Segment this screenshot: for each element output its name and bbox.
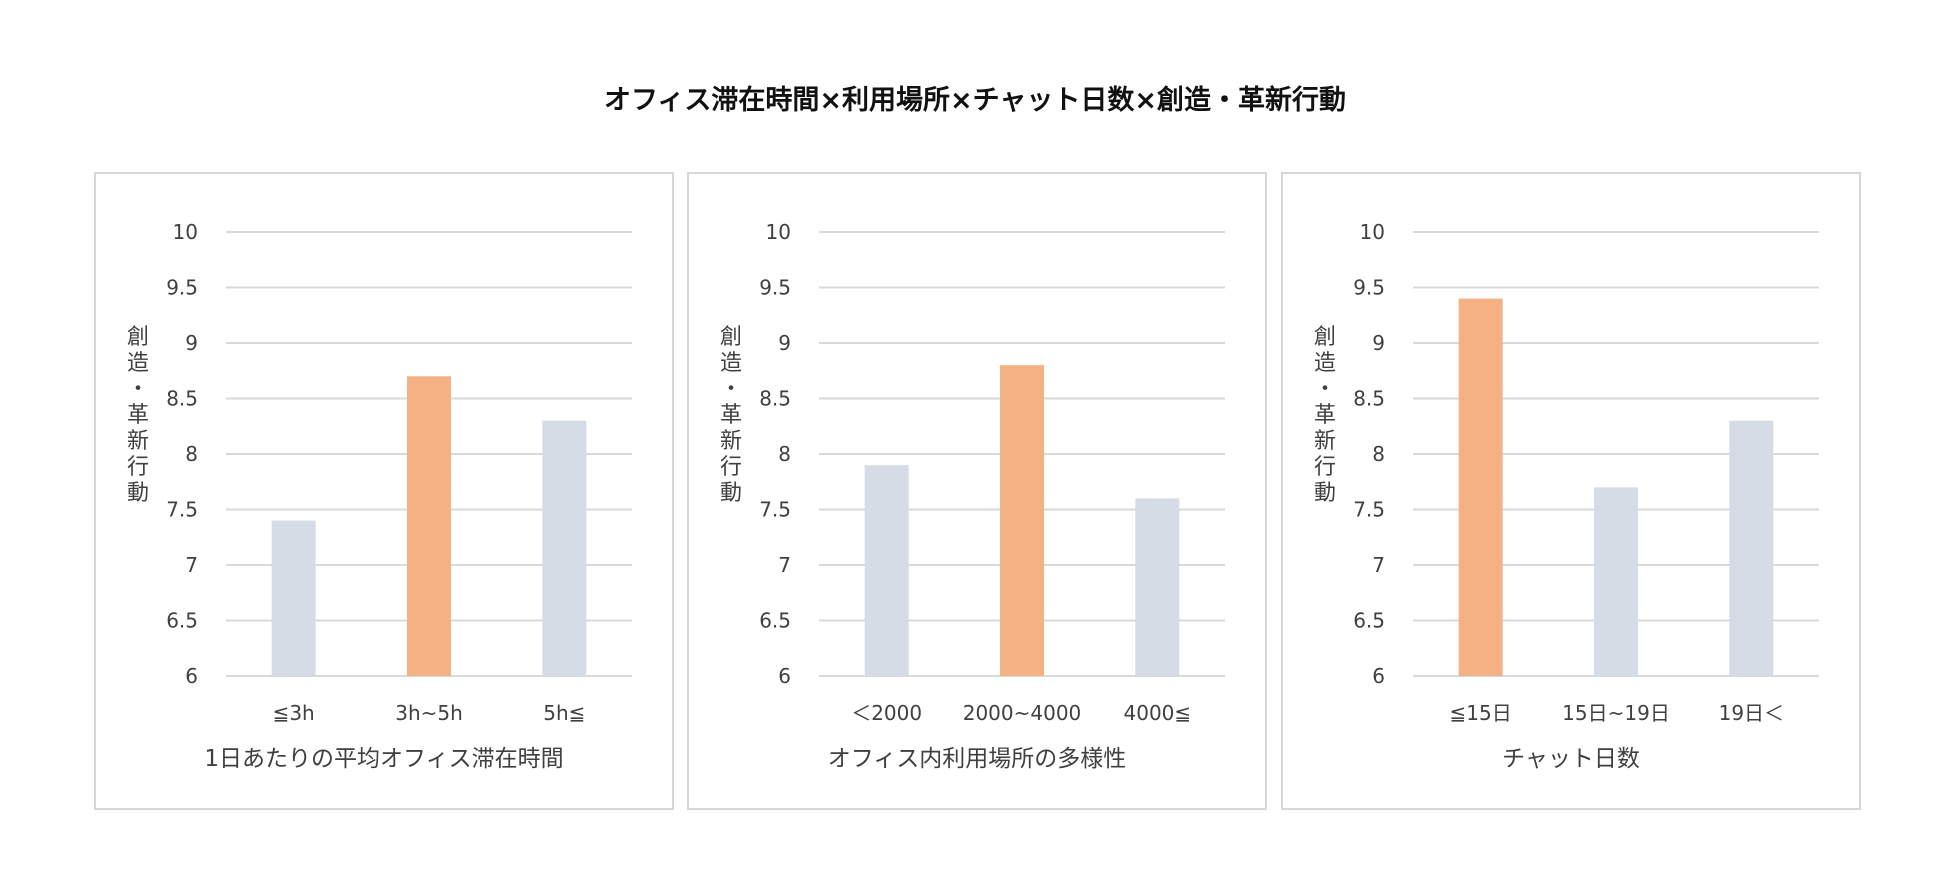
y-tick-label: 8 [1372,442,1385,466]
y-tick-label: 7 [1372,553,1385,577]
y-axis-label: 創造・革新行動 [1314,325,1336,506]
y-tick-label: 6.5 [759,609,791,633]
y-axis-label: 創造・革新行動 [720,325,742,506]
y-axis-label: 創造・革新行動 [127,325,149,506]
y-tick-label: 10 [766,220,791,244]
y-tick-label: 10 [1360,220,1385,244]
y-tick-label: 8.5 [759,387,791,411]
y-tick-label: 9 [1372,331,1385,355]
x-tick-label: 5h≦ [543,701,585,725]
x-tick-label: 19日＜ [1719,701,1784,725]
y-tick-label: 8 [778,442,791,466]
chart-panel-office-hours: 6 6.5 7 7.5 8 8.5 9 9.5 10 ≦3h 3h~5h 5h≦ 1日あたりの平均オフィ… [94,172,674,810]
bar [864,465,909,676]
y-tick-label: 8.5 [1353,387,1385,411]
bar [1458,298,1503,676]
x-axis-label: チャット日数 [1502,746,1640,772]
y-tick-label: 6 [1372,664,1385,688]
y-tick-label: 8.5 [166,387,198,411]
y-tick-label: 9.5 [166,276,198,300]
y-tick-label: 7 [185,553,198,577]
y-tick-label: 9.5 [1353,276,1385,300]
bar [542,420,587,676]
x-axis-label: オフィス内利用場所の多様性 [828,746,1127,772]
bar [1729,420,1774,676]
y-tick-label: 6.5 [166,609,198,633]
x-tick-label: 2000~4000 [963,701,1082,725]
bar [271,520,316,676]
x-tick-label: 3h~5h [395,701,463,725]
chart-panel-location-diversity: 6 6.5 7 7.5 8 8.5 9 9.5 10 ＜2000 2000~4000 4000≦ オフィ… [687,172,1267,810]
y-tick-label: 8 [185,442,198,466]
y-tick-label: 9 [185,331,198,355]
x-tick-label: ≦3h [273,701,315,725]
x-axis-label: 1日あたりの平均オフィス滞在時間 [204,746,563,772]
y-tick-label: 9.5 [759,276,791,300]
x-tick-label: ≦15日 [1450,701,1512,725]
bar [1594,487,1638,676]
y-tick-label: 7 [778,553,791,577]
chart-panel-chat-days: 6 6.5 7 7.5 8 8.5 9 9.5 10 ≦15日 15日~19日 19日＜ チャット日数 創… [1281,172,1861,810]
main-title: オフィス滞在時間×利用場所×チャット日数×創造・革新行動 [603,85,1347,116]
bar [407,376,451,676]
y-tick-label: 10 [173,220,198,244]
y-tick-label: 6.5 [1353,609,1385,633]
y-tick-label: 7.5 [1353,498,1385,522]
chart-chat-days: 6 6.5 7 7.5 8 8.5 9 9.5 10 ≦15日 15日~19日 19日＜ チャット日数 創… [1314,220,1819,772]
bar [1135,498,1180,676]
x-tick-label: ＜2000 [851,701,922,725]
x-tick-label: 15日~19日 [1562,701,1670,725]
y-tick-label: 7.5 [166,498,198,522]
y-tick-label: 7.5 [759,498,791,522]
bar [1000,365,1044,676]
x-tick-label: 4000≦ [1124,701,1192,725]
chart-office-hours: 6 6.5 7 7.5 8 8.5 9 9.5 10 ≦3h 3h~5h 5h≦ 1日あたりの平均オフィ… [127,220,632,772]
y-tick-label: 6 [185,664,198,688]
chart-location-diversity: 6 6.5 7 7.5 8 8.5 9 9.5 10 ＜2000 2000~4000 4000≦ オフィ… [720,220,1225,772]
y-tick-label: 9 [778,331,791,355]
y-tick-label: 6 [778,664,791,688]
